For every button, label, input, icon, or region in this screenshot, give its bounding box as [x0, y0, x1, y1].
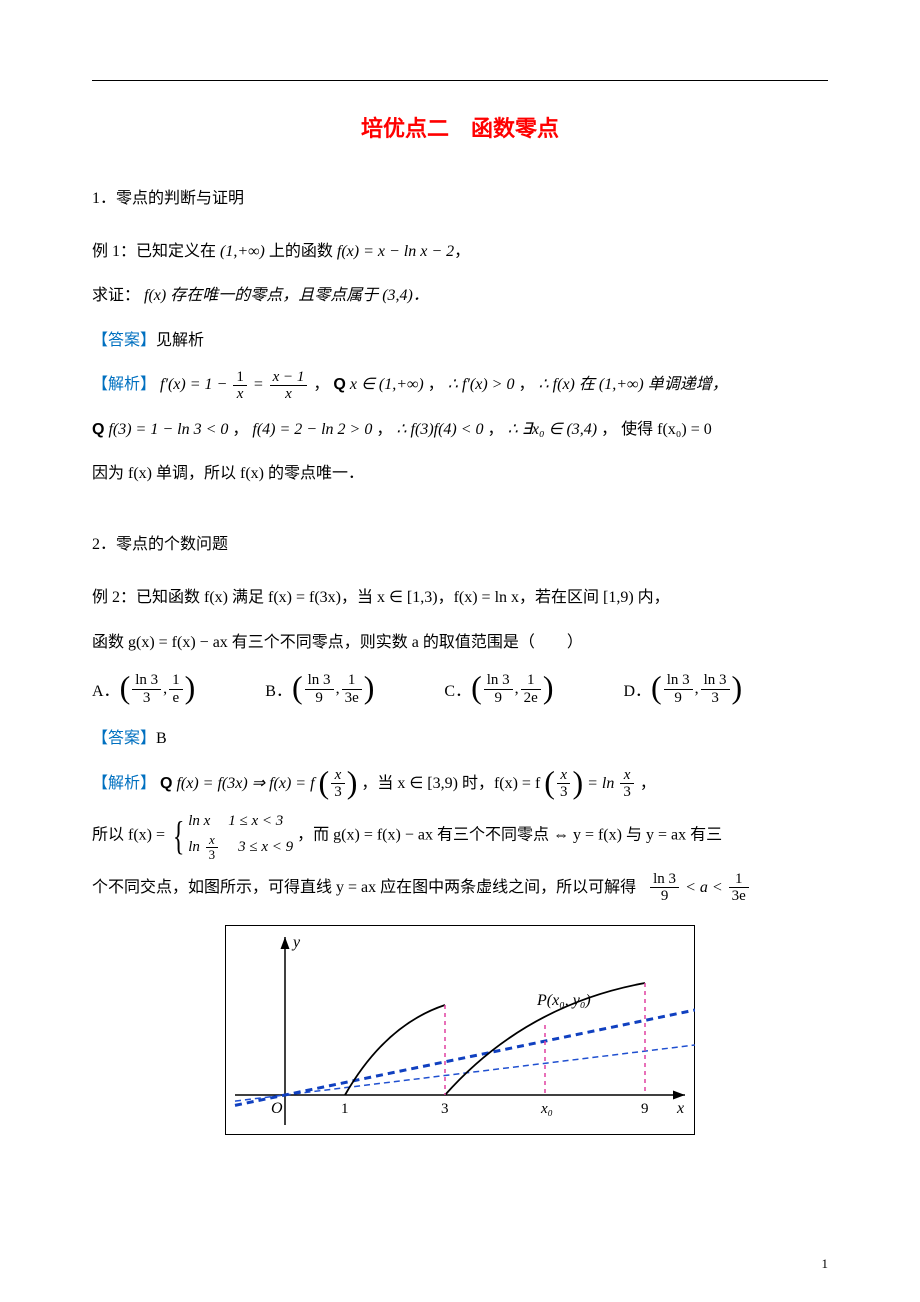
- example2-line2: 函数 g(x) = f(x) − ax 有三个不同零点，则实数 a 的取值范围是…: [92, 624, 828, 662]
- prove-label: 求证：: [92, 287, 140, 304]
- analysis2-line3: 个不同交点，如图所示，可得直线 y = ax 应在图中两条虚线之间，所以可解得 …: [92, 869, 828, 907]
- conclusion1: 因为 f(x) 单调，所以 f(x) 的零点唯一．: [92, 465, 364, 482]
- svg-text:3: 3: [441, 1101, 449, 1117]
- answer1-label: 【答案】: [92, 332, 156, 349]
- opt-c-label: C．: [444, 677, 471, 701]
- example2-line1: 例 2：已知函数 f(x) 满足 f(x) = f(3x)，当 x ∈ [1,3…: [92, 579, 828, 617]
- prove-text: f(x) 存在唯一的零点，且零点属于 (3,4)．: [144, 287, 429, 304]
- ana1c: = ln: [587, 775, 614, 792]
- svg-text:P(x₀, y₀): P(x₀, y₀): [536, 992, 591, 1009]
- option-c: C． ( ln 39 , 12e ): [444, 672, 553, 706]
- therefore2: ∴ f(x) 在 (1,+∞) 单调递增，: [538, 376, 727, 393]
- analysis1-label: 【解析】: [92, 376, 156, 393]
- analysis2-line2: 所以 f(x) = { ln x1 ≤ x < 3 ln x33 ≤ x < 9…: [92, 809, 828, 863]
- therefore1: ∴ f′(x) > 0: [448, 376, 515, 393]
- section2-heading: 2．零点的个数问题: [92, 529, 828, 561]
- f3: f(3) = 1 − ln 3 < 0: [108, 421, 228, 438]
- svg-text:x₀: x₀: [540, 1101, 553, 1117]
- svg-text:x: x: [676, 1100, 684, 1117]
- ex2-pre: 例 2：已知函数 f(x) 满足 f(x) = f(3x)，当 x ∈ [1,3…: [92, 589, 670, 606]
- opt-a-label: A．: [92, 677, 120, 701]
- so-label: 所以 f(x) =: [92, 826, 165, 843]
- option-d: D． ( ln 39 , ln 33 ): [623, 672, 742, 706]
- ana1a: f(x) = f(3x) ⇒ f(x) = f: [176, 775, 314, 792]
- graph-svg: Oy x 1 3 x₀ 9 P(x₀, y₀): [225, 925, 695, 1135]
- top-rule: [92, 80, 828, 81]
- example1-prove: 求证： f(x) 存在唯一的零点，且零点属于 (3,4)．: [92, 277, 828, 315]
- therefore4: ∴ ∃x₀ ∈ (3,4): [508, 421, 598, 438]
- ana1b: ，当 x ∈ [3,9) 时，f(x) = f: [361, 775, 540, 792]
- answer1: 【答案】见解析: [92, 322, 828, 360]
- f4: f(4) = 2 − ln 2 > 0: [252, 421, 372, 438]
- ana3a: 个不同交点，如图所示，可得直线 y = ax 应在图中两条虚线之间，所以可解得: [92, 879, 636, 896]
- fx-def: f(x) = x − ln x − 2: [337, 243, 454, 260]
- example1-label: 例 1：已知定义在: [92, 243, 216, 260]
- final-lt: < a <: [685, 879, 723, 896]
- svg-text:9: 9: [641, 1101, 649, 1117]
- page-title: 培优点二 函数零点: [92, 111, 828, 143]
- answer2-label: 【答案】: [92, 730, 156, 747]
- analysis1-line1: 【解析】 f′(x) = 1 − 1x = x − 1x ， Q x ∈ (1,…: [92, 366, 828, 404]
- answer1-text: 见解析: [156, 332, 204, 349]
- analysis1-line2: Q f(3) = 1 − ln 3 < 0 ， f(4) = 2 − ln 2 …: [92, 411, 828, 449]
- eq1: =: [253, 376, 264, 393]
- section1-heading: 1．零点的判断与证明: [92, 183, 828, 215]
- example1-line1: 例 1：已知定义在 (1,+∞) 上的函数 f(x) = x − ln x − …: [92, 233, 828, 271]
- answer2-text: B: [156, 730, 167, 747]
- svg-text:1: 1: [341, 1101, 349, 1117]
- ex-mid: 上的函数: [269, 243, 333, 260]
- therefore3: ∴ f(3)f(4) < 0: [396, 421, 483, 438]
- opt-d-label: D．: [623, 677, 651, 701]
- svg-text:y: y: [291, 934, 301, 951]
- opt-b-label: B．: [265, 677, 292, 701]
- page-number: 1: [822, 1256, 829, 1272]
- because1: x ∈ (1,+∞): [350, 376, 424, 393]
- graph-container: Oy x 1 3 x₀ 9 P(x₀, y₀): [92, 925, 828, 1135]
- frac-1x: 1x: [233, 369, 247, 403]
- option-b: B． ( ln 39 , 13e ): [265, 672, 374, 706]
- comma1: ，: [454, 243, 470, 260]
- frac-xm1x: x − 1x: [270, 369, 308, 403]
- analysis2-label: 【解析】: [92, 775, 156, 792]
- ana2: ，而 g(x) = f(x) − ax 有三个不同零点 ⇔ y = f(x) 与…: [297, 826, 722, 843]
- case1-expr: ln x: [188, 813, 210, 829]
- option-a: A． ( ln 33 , 1e ): [92, 672, 195, 706]
- case2-cond: 3 ≤ x < 9: [238, 835, 293, 859]
- options-row: A． ( ln 33 , 1e ) B． ( ln 39 , 13e ) C． …: [92, 672, 828, 706]
- analysis1-conclusion: 因为 f(x) 单调，所以 f(x) 的零点唯一．: [92, 455, 828, 493]
- result1: 使得 f(x₀) = 0: [621, 421, 712, 438]
- ex2-line2: 函数 g(x) = f(x) − ax 有三个不同零点，则实数 a 的取值范围是…: [92, 634, 583, 651]
- svg-text:O: O: [271, 1100, 283, 1117]
- domain1: (1,+∞): [220, 243, 265, 260]
- answer2: 【答案】B: [92, 720, 828, 758]
- analysis2-line1: 【解析】 Q f(x) = f(3x) ⇒ f(x) = f (x3) ，当 x…: [92, 765, 828, 803]
- case1-cond: 1 ≤ x < 3: [228, 809, 283, 833]
- deriv-left: f′(x) = 1 −: [160, 376, 227, 393]
